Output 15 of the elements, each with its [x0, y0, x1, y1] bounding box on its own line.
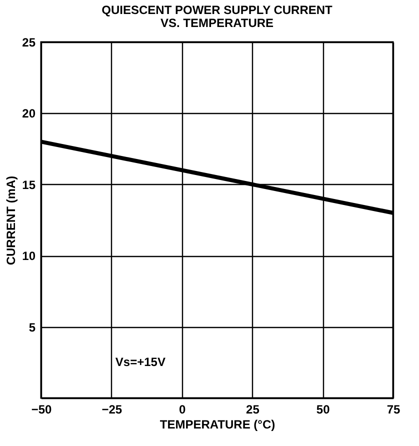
y-tick-label: 10	[22, 249, 36, 264]
x-tick-label: 0	[178, 402, 186, 416]
x-axis-title: TEMPERATURE (°C)	[160, 418, 276, 432]
x-tick-label: −25	[102, 402, 122, 416]
y-tick-label: 25	[22, 36, 36, 50]
x-tick-label: −50	[31, 402, 52, 416]
x-tick-label: 25	[246, 402, 260, 416]
y-tick-label: 15	[22, 178, 36, 192]
y-tick-label: 5	[28, 320, 36, 334]
annotation: Vs=+15V	[115, 355, 166, 369]
chart-title: QUIESCENT POWER SUPPLY CURRENT VS. TEMPERATURE	[102, 3, 334, 30]
x-tick-label: 50	[316, 402, 330, 416]
y-tick-label: 20	[22, 106, 36, 121]
y-axis-title: CURRENT (mA)	[4, 176, 18, 266]
x-tick-label: 75	[386, 402, 400, 416]
